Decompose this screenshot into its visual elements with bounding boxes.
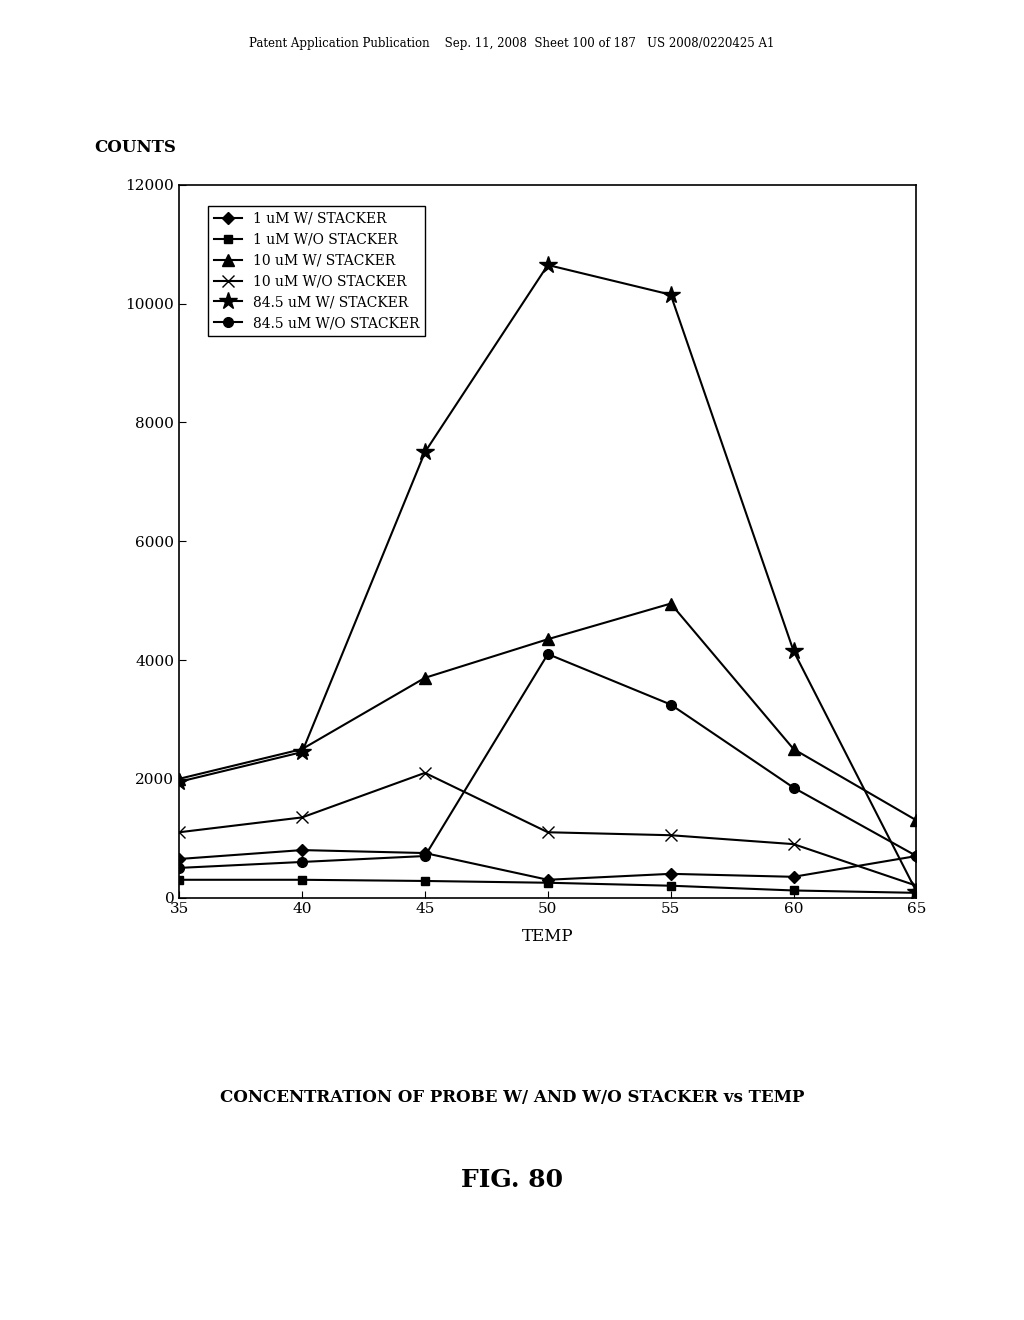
10 uM W/O STACKER [173, 824, 185, 841]
84.5 uM W/O STACKER [787, 780, 800, 796]
84.5 uM W/O STACKER [296, 854, 308, 870]
10 uM W/O STACKER [787, 837, 800, 853]
Text: COUNTS: COUNTS [94, 140, 176, 156]
10 uM W/ STACKER [665, 595, 677, 611]
84.5 uM W/ STACKER [542, 257, 554, 273]
1 uM W/ STACKER [910, 847, 923, 863]
84.5 uM W/ STACKER [173, 774, 185, 789]
84.5 uM W/ STACKER [910, 884, 923, 900]
1 uM W/O STACKER [542, 875, 554, 891]
1 uM W/O STACKER [665, 878, 677, 894]
1 uM W/O STACKER [787, 883, 800, 899]
1 uM W/ STACKER [542, 871, 554, 887]
Line: 1 uM W/O STACKER: 1 uM W/O STACKER [175, 875, 921, 898]
84.5 uM W/O STACKER [419, 847, 431, 863]
84.5 uM W/O STACKER [173, 861, 185, 876]
Legend: 1 uM W/ STACKER, 1 uM W/O STACKER, 10 uM W/ STACKER, 10 uM W/O STACKER, 84.5 uM : 1 uM W/ STACKER, 1 uM W/O STACKER, 10 uM… [208, 206, 425, 335]
84.5 uM W/ STACKER [665, 286, 677, 302]
Line: 1 uM W/ STACKER: 1 uM W/ STACKER [175, 846, 921, 884]
1 uM W/ STACKER [296, 842, 308, 858]
10 uM W/O STACKER [665, 828, 677, 843]
Line: 10 uM W/O STACKER: 10 uM W/O STACKER [173, 767, 923, 892]
10 uM W/ STACKER [787, 741, 800, 756]
84.5 uM W/O STACKER [665, 697, 677, 713]
Line: 84.5 uM W/O STACKER: 84.5 uM W/O STACKER [174, 649, 922, 873]
10 uM W/ STACKER [173, 771, 185, 787]
Text: FIG. 80: FIG. 80 [461, 1168, 563, 1192]
Line: 84.5 uM W/ STACKER: 84.5 uM W/ STACKER [170, 256, 926, 900]
1 uM W/O STACKER [296, 871, 308, 887]
84.5 uM W/O STACKER [542, 645, 554, 661]
Line: 10 uM W/ STACKER: 10 uM W/ STACKER [174, 598, 922, 826]
10 uM W/O STACKER [419, 766, 431, 781]
1 uM W/ STACKER [419, 845, 431, 861]
1 uM W/O STACKER [173, 871, 185, 887]
1 uM W/O STACKER [419, 873, 431, 888]
10 uM W/O STACKER [542, 824, 554, 841]
1 uM W/O STACKER [910, 884, 923, 900]
84.5 uM W/ STACKER [419, 444, 431, 461]
10 uM W/O STACKER [296, 809, 308, 825]
1 uM W/ STACKER [787, 869, 800, 884]
10 uM W/ STACKER [910, 812, 923, 829]
10 uM W/ STACKER [419, 669, 431, 686]
84.5 uM W/O STACKER [910, 847, 923, 863]
84.5 uM W/ STACKER [296, 744, 308, 760]
1 uM W/ STACKER [173, 851, 185, 867]
84.5 uM W/ STACKER [787, 643, 800, 659]
10 uM W/O STACKER [910, 878, 923, 894]
X-axis label: TEMP: TEMP [522, 928, 573, 945]
10 uM W/ STACKER [542, 631, 554, 647]
Text: Patent Application Publication    Sep. 11, 2008  Sheet 100 of 187   US 2008/0220: Patent Application Publication Sep. 11, … [249, 37, 775, 50]
Text: CONCENTRATION OF PROBE W/ AND W/O STACKER vs TEMP: CONCENTRATION OF PROBE W/ AND W/O STACKE… [220, 1089, 804, 1106]
1 uM W/ STACKER [665, 866, 677, 882]
10 uM W/ STACKER [296, 741, 308, 756]
